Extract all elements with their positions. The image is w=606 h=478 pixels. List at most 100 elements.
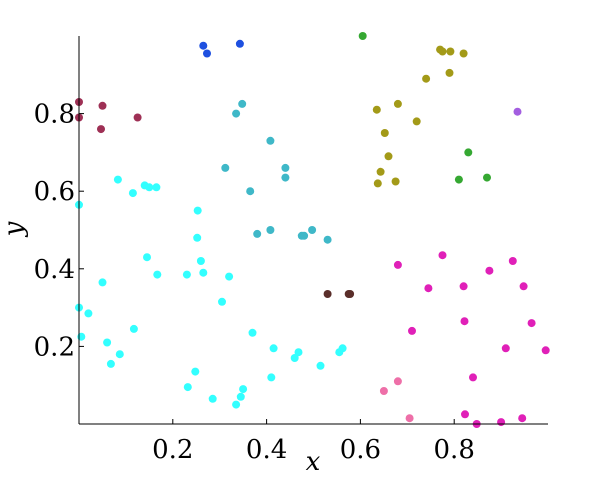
data-point (438, 47, 447, 56)
x-tick-label: 0.2 (152, 435, 193, 465)
data-point (153, 270, 162, 279)
point-series-6 (372, 45, 468, 188)
data-point (384, 152, 393, 161)
data-point (106, 359, 115, 368)
data-point (225, 272, 234, 281)
data-point (508, 257, 517, 265)
data-point (253, 229, 262, 238)
data-point (469, 373, 477, 382)
data-point (380, 129, 389, 137)
data-point (446, 47, 455, 56)
data-point (460, 317, 469, 326)
data-point (373, 179, 382, 188)
data-point (464, 148, 473, 157)
data-point (483, 173, 491, 182)
data-point (199, 268, 208, 277)
y-tick-label: 0.8 (34, 100, 75, 130)
data-point (527, 319, 536, 328)
data-point (232, 109, 241, 118)
data-point (290, 354, 299, 362)
data-point (152, 183, 161, 192)
data-point (323, 290, 332, 298)
data-point (497, 418, 506, 427)
data-point (193, 233, 202, 242)
data-point (182, 270, 191, 279)
data-point (438, 251, 447, 260)
point-series-1 (75, 98, 142, 134)
data-point (113, 175, 122, 184)
data-point (393, 99, 402, 108)
data-point (294, 348, 303, 357)
data-point (103, 338, 112, 347)
data-point (346, 290, 355, 298)
data-point (191, 367, 200, 376)
data-point (485, 266, 494, 275)
data-point (308, 226, 317, 234)
data-point (459, 49, 468, 58)
data-point (143, 253, 151, 262)
point-series-2 (75, 175, 347, 409)
point-series-8 (393, 251, 550, 428)
data-point (196, 257, 205, 265)
axes: 0.2 0.4 0.6 0.8 0.2 0.4 0.6 0.8 (34, 36, 548, 465)
data-point (519, 282, 528, 291)
data-point (97, 125, 105, 134)
data-point (281, 163, 290, 172)
point-series-0 (199, 39, 244, 58)
data-point (145, 183, 154, 192)
data-point (128, 189, 137, 198)
y-tick-label: 0.4 (34, 255, 75, 285)
data-point (393, 260, 402, 269)
point-series-9 (379, 377, 414, 423)
point-series-7 (513, 107, 522, 116)
data-point (445, 68, 454, 77)
data-point (98, 278, 107, 287)
data-point (218, 297, 226, 306)
data-point (133, 113, 142, 122)
data-point (316, 361, 325, 370)
data-point (424, 284, 433, 293)
point-series-3 (221, 99, 332, 244)
data-point (376, 167, 385, 176)
data-point (541, 346, 550, 355)
plot-area (75, 32, 550, 428)
data-point (183, 383, 192, 392)
data-point (323, 235, 332, 244)
data-point (405, 414, 414, 423)
data-point (232, 400, 241, 409)
data-point (236, 392, 245, 401)
x-tick-label: 0.4 (246, 435, 287, 465)
data-point (267, 373, 276, 382)
data-point (203, 49, 211, 58)
data-point (221, 163, 230, 172)
data-point (208, 394, 217, 403)
data-point (129, 324, 138, 333)
data-point (235, 39, 244, 48)
data-point (379, 387, 388, 395)
x-axis-label: x (306, 447, 321, 477)
data-point (461, 410, 469, 419)
data-point (239, 385, 248, 394)
data-point (281, 173, 290, 182)
data-point (98, 101, 107, 110)
x-tick-label: 0.8 (434, 435, 475, 465)
data-point (501, 344, 510, 353)
data-point (338, 344, 347, 353)
data-point (459, 282, 468, 291)
point-series-5 (358, 32, 491, 184)
x-tick-label: 0.6 (340, 435, 381, 465)
data-point (246, 187, 255, 196)
data-point (454, 175, 463, 184)
y-tick-label: 0.6 (34, 177, 75, 207)
data-point (393, 377, 402, 386)
point-series-4 (323, 290, 355, 298)
data-point (84, 309, 93, 318)
data-point (358, 32, 367, 40)
data-point (422, 74, 431, 83)
data-point (391, 177, 400, 186)
data-point (513, 107, 522, 116)
data-point (266, 136, 275, 145)
data-point (408, 326, 416, 335)
data-point (238, 99, 247, 108)
